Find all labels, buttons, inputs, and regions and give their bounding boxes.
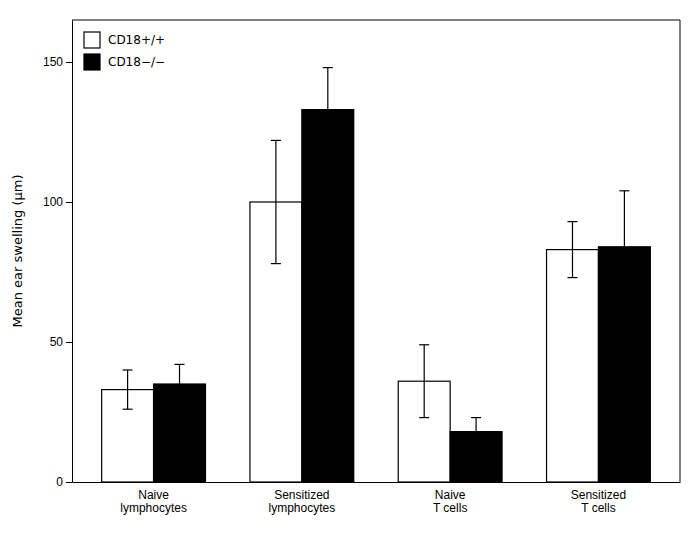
frame [72,20,680,21]
tick: Naivelymphocytes [120,488,187,516]
error-bar-cap [419,344,429,345]
tick-label: Sensitizedlymphocytes [269,488,336,516]
series [154,68,651,482]
error-bar-line [179,364,180,403]
error-bar-line [475,418,476,446]
error-bar-cap [567,277,577,278]
error-bar-cap [619,190,629,191]
tick-label: SensitizedT cells [571,488,626,516]
marks [102,68,651,482]
error-bar-line [327,68,328,152]
tick-mark [66,62,72,63]
bar [302,110,354,482]
axis-line [73,482,681,483]
tick-label: 50 [50,335,64,349]
axis-title: Mean ear swelling (μm) [10,175,25,328]
legend-entry: CD18−/− [84,54,165,70]
error-bar [323,68,333,152]
tick: Sensitizedlymphocytes [269,488,336,516]
error-bar [471,418,481,446]
legend-label: CD18+/+ [108,33,165,47]
chart: 0 50 100 150 Naivelymphocytes Sensitizedlymph… [0,0,700,542]
tick: 100 [43,195,72,209]
error-bar-cap [323,67,333,68]
error-bar-cap [175,364,185,365]
error-bar-cap [271,263,281,264]
error-bar [175,364,185,403]
error-bar [419,345,429,418]
error-bar-cap [323,151,333,152]
tick: SensitizedT cells [571,488,626,516]
legend-label: CD18−/− [108,55,165,69]
error-bar-cap [123,369,133,370]
error-bar-line [624,191,625,303]
error-bar-cap [471,445,481,446]
tick: 50 [50,335,72,349]
plot-area: 0 50 100 150 Naivelymphocytes Sensitizedlymph… [43,20,681,515]
error-bar-cap [123,409,133,410]
error-bar [567,222,577,278]
legend-swatch [84,54,100,70]
tick: 0 [56,475,72,489]
error-bar-line [572,222,573,278]
error-bar-cap [175,403,185,404]
error-bar-line [275,140,276,263]
x-axis: Naivelymphocytes Sensitizedlymphocytes Nai… [73,483,681,516]
axis-line [72,21,73,483]
tick-label: NaiveT cells [433,488,467,516]
tick-label: 150 [43,55,63,69]
frame [680,20,681,482]
error-bar-cap [619,302,629,303]
error-bar [619,191,629,303]
tick-label: 100 [43,195,63,209]
error-bar-cap [567,221,577,222]
error-bar-line [127,370,128,409]
legend: CD18+/+ CD18−/− [84,32,165,70]
tick-mark [66,202,72,203]
tick-mark [66,342,72,343]
tick: NaiveT cells [433,488,467,516]
error-bar-cap [471,417,481,418]
y-axis: 0 50 100 150 [43,21,73,490]
tick: 150 [43,55,72,69]
error-bar-line [424,345,425,418]
tick-label: Naivelymphocytes [120,488,187,516]
error-bar-cap [271,140,281,141]
legend-swatch [84,32,100,48]
legend-entry: CD18+/+ [84,32,165,48]
tick-label: 0 [56,475,63,489]
bar [547,250,599,482]
error-bar [123,370,133,409]
tick-mark [66,482,72,483]
error-bar [271,140,281,263]
error-bar-cap [419,417,429,418]
